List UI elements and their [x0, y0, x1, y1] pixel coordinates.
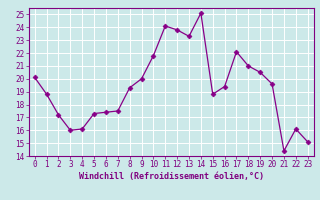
X-axis label: Windchill (Refroidissement éolien,°C): Windchill (Refroidissement éolien,°C)	[79, 172, 264, 181]
